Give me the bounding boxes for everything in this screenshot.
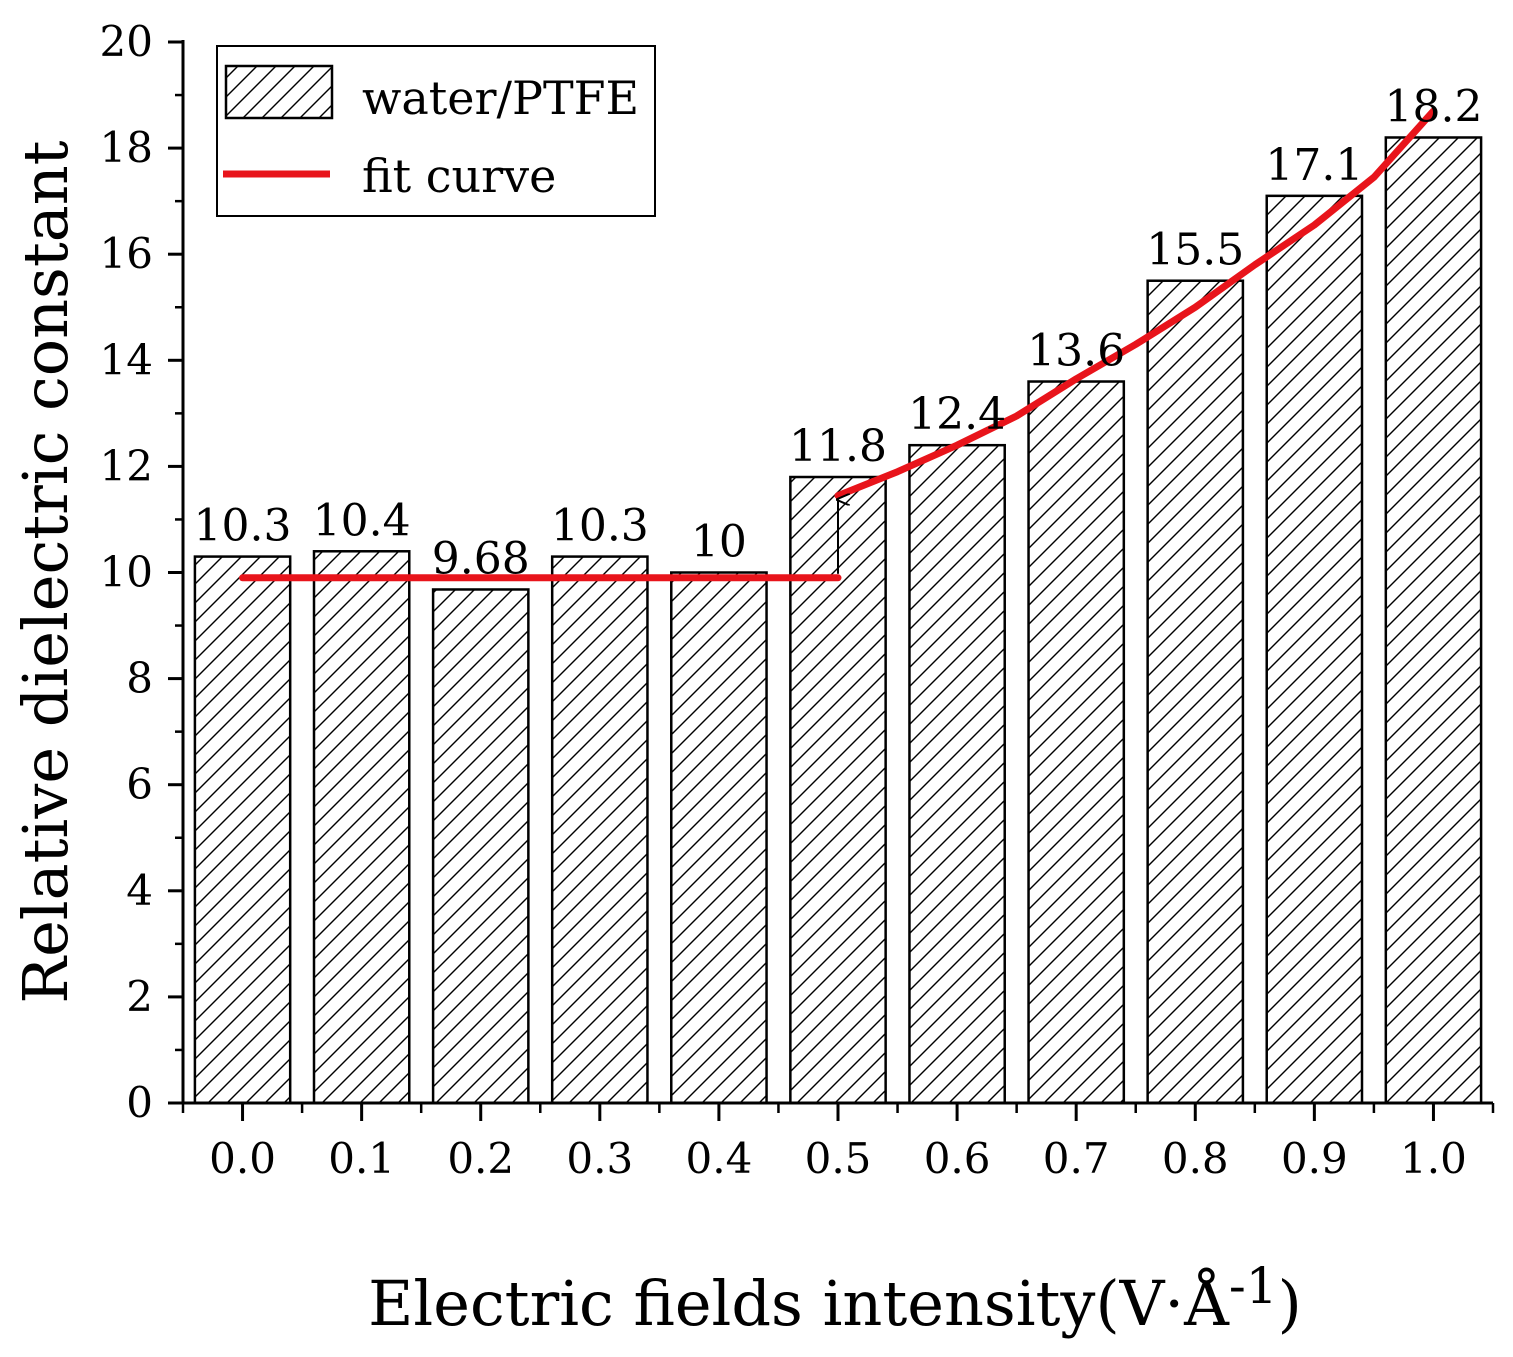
x-tick-label: 0.7 [1043,1134,1110,1183]
bar-0.6 [908,443,1006,1105]
value-label-0.0: 10.3 [194,501,292,552]
y-axis-title: Relative dielectric constant [9,140,82,1003]
legend-label-bars: water/PTFE [362,71,639,125]
x-axis-title-exponent: -1 [1229,1257,1278,1315]
x-tick-label: 0.9 [1281,1134,1348,1183]
value-labels-group: 10.3 10.4 9.68 10.3 10 11.8 12.4 13.6 15.5 17.1 18… [194,81,1483,584]
y-tick-label: 8 [126,654,153,703]
value-label-0.8: 15.5 [1146,225,1244,276]
x-tick-label: 0.4 [686,1134,753,1183]
bar-0.9 [1265,194,1364,1105]
x-tick-label: 0.5 [805,1134,872,1183]
x-tick-label: 0.2 [447,1134,514,1183]
y-tick-label: 14 [100,335,153,384]
x-axis-title-main: Electric fields intensity(V·Å [368,1267,1230,1340]
x-tick-label: 0.6 [924,1134,991,1183]
value-label-0.6: 12.4 [908,389,1006,440]
value-label-1.0: 18.2 [1384,81,1482,132]
x-tick-label: 0.3 [566,1134,633,1183]
value-label-0.3: 10.3 [551,501,649,552]
y-tick-label: 12 [100,441,153,490]
legend-swatch-bars [224,64,334,120]
bar-0.2 [431,588,530,1105]
x-axis-title-suffix: ) [1278,1267,1302,1340]
x-tick-label: 0.0 [209,1134,276,1183]
fit-curve-rising [834,107,1437,500]
bars-group [193,136,1483,1105]
bar-1.0 [1384,136,1483,1105]
legend-label-fit: fit curve [362,149,556,203]
y-tick-label: 18 [100,123,153,172]
x-tick-label: 0.8 [1162,1134,1229,1183]
value-label-0.1: 10.4 [313,495,411,546]
fit-curve-group [239,107,1437,582]
bar-0.7 [1027,380,1126,1105]
y-tick-label: 20 [100,17,153,66]
bar-0.8 [1146,279,1245,1105]
bar-0.0 [193,555,292,1105]
y-tick-label: 10 [100,548,153,597]
y-tick-label: 16 [100,229,153,278]
y-tick-label: 2 [126,972,153,1021]
y-tick-label: 0 [126,1078,153,1127]
y-tick-label: 4 [126,866,153,915]
bar-0.4 [670,571,768,1105]
value-label-0.4: 10 [691,517,747,568]
x-tick-label: 1.0 [1400,1134,1467,1183]
value-label-0.2: 9.68 [432,533,530,584]
legend: water/PTFE fit curve [216,45,656,217]
value-label-0.7: 13.6 [1027,326,1125,377]
bar-0.3 [550,555,649,1105]
value-label-0.5: 11.8 [789,421,887,472]
bar-0.5 [789,475,887,1105]
value-label-0.9: 17.1 [1265,140,1363,191]
x-axis-title: Electric fields intensity(V·Å-1) [368,1257,1302,1340]
bar-0.1 [312,550,411,1105]
axes-group: 0 2 4 6 8 10 12 14 16 18 20 0.0 0.1 0.2 0.3 0.4 0.5 0.6 0.… [100,17,1495,1183]
y-tick-label: 6 [126,760,153,809]
x-tick-label: 0.1 [328,1134,395,1183]
